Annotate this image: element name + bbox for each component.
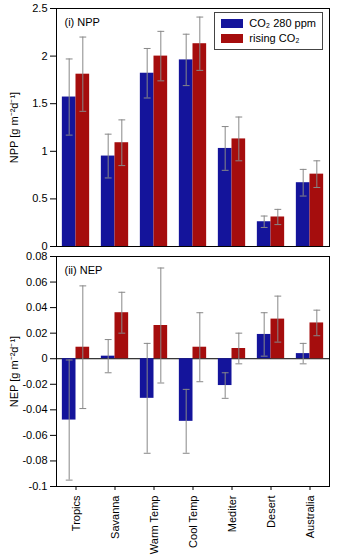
html-text:CO₂ 280 ppm: CO₂ 280 ppm (249, 17, 316, 29)
svg-text:0.04: 0.04 (26, 301, 47, 313)
svg-text:Tropics: Tropics (70, 495, 82, 531)
svg-text:Cool Temp: Cool Temp (187, 496, 199, 548)
svg-text:-0.02: -0.02 (22, 378, 47, 390)
svg-text:-0.06: -0.06 (22, 429, 47, 441)
svg-text:2.5: 2.5 (32, 2, 47, 14)
svg-text:NEP [g m⁻²d⁻¹]: NEP [g m⁻²d⁻¹] (8, 336, 20, 407)
svg-text:-0.1: -0.1 (29, 480, 48, 492)
svg-text:1.5: 1.5 (32, 97, 47, 109)
svg-text:0: 0 (41, 240, 47, 252)
svg-text:2: 2 (41, 50, 47, 62)
svg-text:(i) NPP: (i) NPP (65, 16, 100, 28)
svg-text:1: 1 (41, 145, 47, 157)
svg-text:NPP [g m⁻²d⁻¹]: NPP [g m⁻²d⁻¹] (8, 92, 20, 163)
svg-text:Australia: Australia (304, 495, 316, 539)
svg-text:0.5: 0.5 (32, 192, 47, 204)
html-text:rising CO₂: rising CO₂ (249, 32, 300, 44)
svg-text:0.08: 0.08 (26, 252, 47, 262)
svg-text:-0.04: -0.04 (22, 403, 47, 415)
svg-text:0: 0 (41, 352, 47, 364)
svg-text:-0.08: -0.08 (22, 454, 47, 466)
svg-text:Warm Temp: Warm Temp (148, 496, 160, 555)
svg-text:0.02: 0.02 (26, 327, 47, 339)
svg-text:0.06: 0.06 (26, 276, 47, 288)
svg-text:Mediter: Mediter (226, 495, 238, 532)
svg-text:Desert: Desert (265, 496, 277, 528)
svg-text:(ii) NEP: (ii) NEP (65, 264, 103, 276)
svg-text:Savanna: Savanna (109, 495, 121, 539)
